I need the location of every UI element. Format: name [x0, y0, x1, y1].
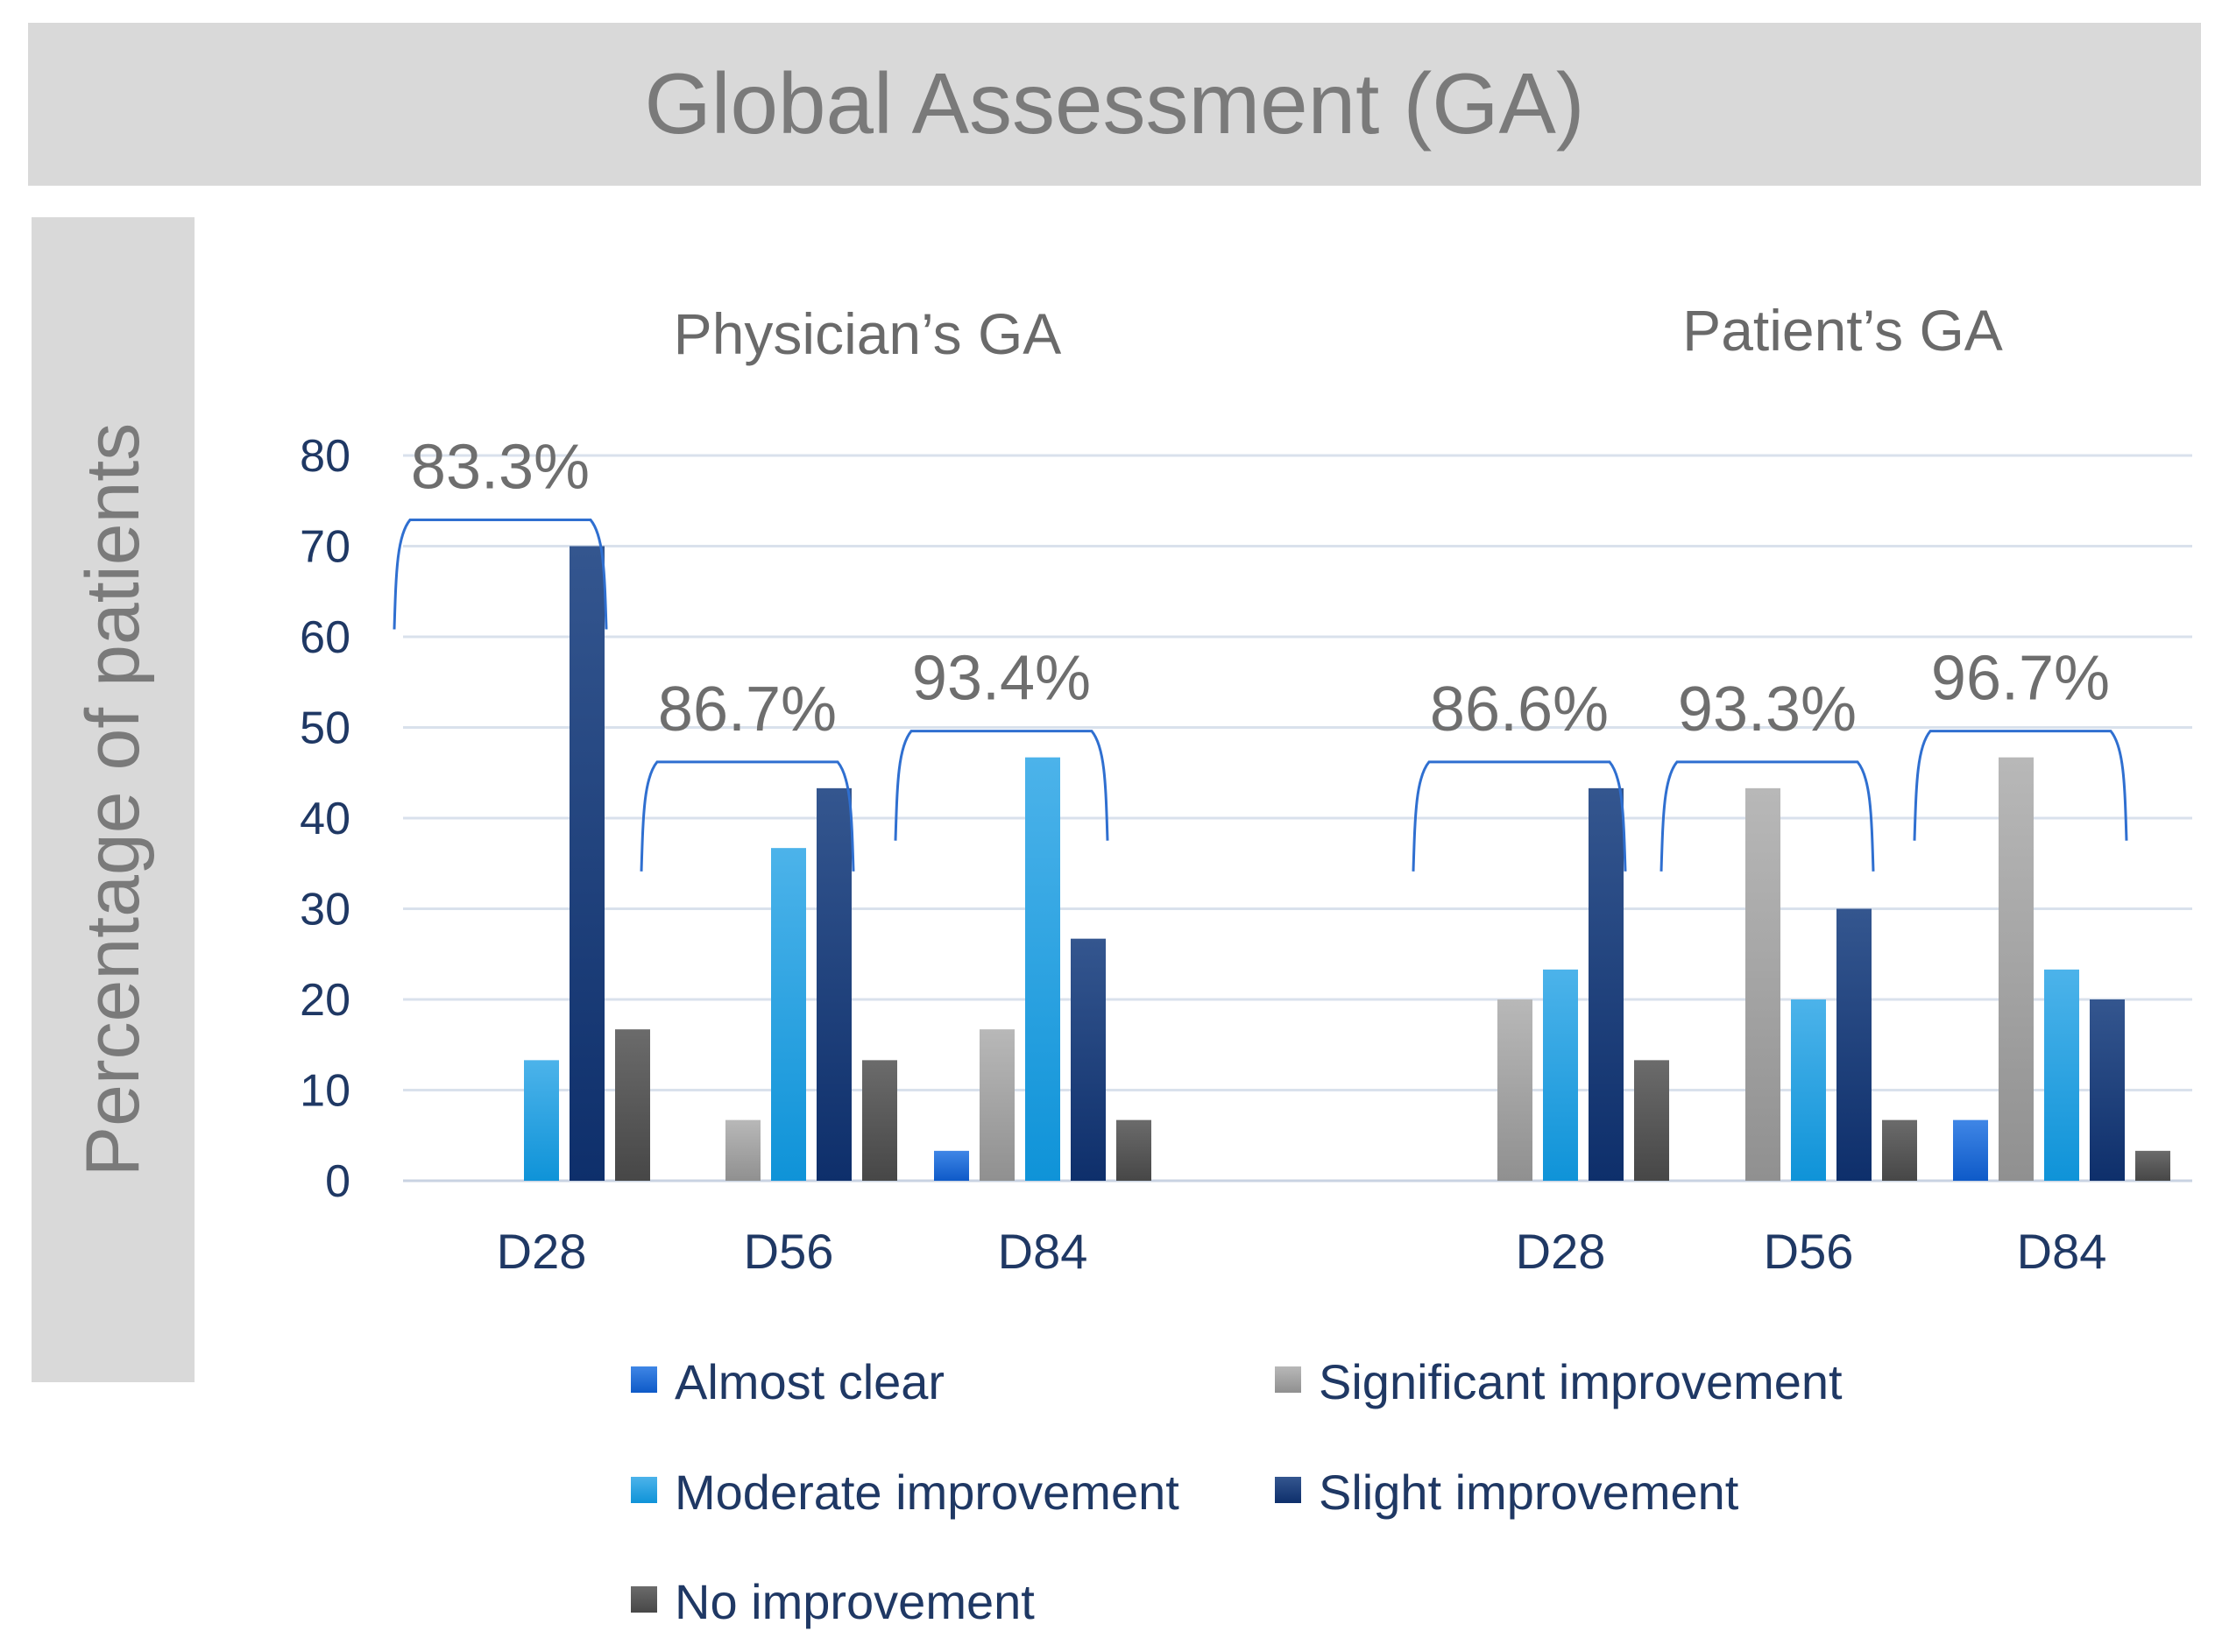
bracket-physician-d28	[393, 519, 608, 630]
bar-patient-d56-slight	[1836, 908, 1872, 1181]
bar-patient-d84-slight	[2090, 999, 2125, 1181]
bracket-patient-d28	[1412, 760, 1627, 872]
y-tick-label: 40	[300, 794, 350, 844]
bracket-physician-d84	[894, 730, 1109, 841]
bar-physician-d84-significant	[980, 1029, 1015, 1181]
panel-title-physician: Physician’s GA	[674, 301, 1062, 366]
legend-item-moderate: Moderate improvement	[631, 1465, 1179, 1520]
bar-patient-d28-slight	[1589, 787, 1624, 1181]
bracket-patient-d56	[1659, 760, 1875, 872]
x-category-label: D56	[1764, 1224, 1854, 1279]
percent-label: 96.7%	[1931, 644, 2110, 714]
brackets: 83.3% 86.7% 93.4% 86.6% 93.3% 96.7%	[393, 433, 2128, 872]
legend-item-slight: Slight improvement	[1275, 1465, 1739, 1520]
legend-item-almost-clear: Almost clear	[631, 1354, 945, 1409]
x-category-label: D84	[998, 1224, 1088, 1279]
legend-item-none: No improvement	[631, 1574, 1035, 1629]
x-category-label: D28	[1516, 1224, 1606, 1279]
gridlines	[403, 454, 2192, 1183]
legend-item-significant: Significant improvement	[1275, 1354, 1843, 1409]
bar-patient-d28-significant	[1497, 999, 1532, 1181]
chart-title: Global Assessment (GA)	[645, 55, 1585, 152]
bar-patient-d56-significant	[1745, 787, 1780, 1181]
legend-label-significant: Significant improvement	[1319, 1354, 1843, 1409]
bar-patient-d84-significant	[1999, 757, 2034, 1181]
percent-label: 86.7%	[658, 674, 837, 745]
panel-title-patient: Patient’s GA	[1682, 298, 2003, 363]
percent-label: 93.3%	[1678, 674, 1857, 745]
legend-swatch-slight	[1275, 1477, 1301, 1503]
bar-physician-d84-almost_clear	[934, 1150, 969, 1181]
y-tick-label: 70	[300, 522, 350, 573]
bar-physician-d84-moderate	[1025, 757, 1060, 1181]
bar-physician-d56-moderate	[771, 848, 806, 1181]
category-labels: D28 D56 D84 D28 D56 D84	[497, 1224, 2107, 1279]
title-banner	[28, 23, 2201, 186]
y-tick-label: 0	[325, 1156, 350, 1207]
bar-patient-d84-almost_clear	[1953, 1119, 1988, 1181]
legend-label-almost-clear: Almost clear	[675, 1354, 945, 1409]
x-category-label: D84	[2017, 1224, 2107, 1279]
y-tick-label: 50	[300, 703, 350, 754]
bar-physician-d56-slight	[817, 787, 852, 1181]
y-tick-label: 20	[300, 975, 350, 1026]
percent-label: 83.3%	[411, 433, 590, 503]
bar-physician-d84-none	[1116, 1119, 1151, 1181]
y-tick-label: 80	[300, 431, 350, 482]
legend-label-none: No improvement	[675, 1574, 1035, 1629]
y-tick-label: 10	[300, 1066, 350, 1117]
bar-patient-d84-moderate	[2044, 969, 2079, 1181]
bar-physician-d28-none	[615, 1029, 650, 1181]
legend-label-moderate: Moderate improvement	[675, 1465, 1179, 1520]
bar-physician-d56-none	[862, 1060, 897, 1181]
y-tick-label: 30	[300, 885, 350, 935]
bar-patient-d28-moderate	[1543, 969, 1578, 1181]
ylabel-banner	[32, 217, 195, 1382]
bar-physician-d56-significant	[725, 1119, 761, 1181]
x-category-label: D56	[744, 1224, 834, 1279]
legend-swatch-moderate	[631, 1477, 657, 1503]
bar-physician-d28-slight	[570, 546, 605, 1181]
bar-patient-d56-none	[1882, 1119, 1917, 1181]
legend-swatch-almost-clear	[631, 1366, 657, 1393]
bar-physician-d84-slight	[1071, 938, 1106, 1181]
legend-swatch-none	[631, 1586, 657, 1613]
bar-patient-d28-none	[1634, 1060, 1669, 1181]
legend-swatch-significant	[1275, 1366, 1301, 1393]
bracket-physician-d56	[640, 760, 855, 872]
bars	[524, 546, 2170, 1181]
y-axis-label: Percentage of patients	[71, 423, 155, 1177]
x-category-label: D28	[497, 1224, 587, 1279]
legend-label-slight: Slight improvement	[1319, 1465, 1739, 1520]
y-axis-ticks: 0 10 20 30 40 50 60 70 80	[300, 431, 350, 1207]
bracket-patient-d84	[1913, 730, 2128, 841]
percent-label: 93.4%	[912, 644, 1091, 714]
bar-physician-d28-moderate	[524, 1060, 559, 1181]
legend: Almost clear Significant improvement Mod…	[631, 1354, 1843, 1629]
bar-patient-d56-moderate	[1791, 999, 1826, 1181]
percent-label: 86.6%	[1430, 674, 1609, 745]
y-tick-label: 60	[300, 612, 350, 663]
bar-patient-d84-none	[2135, 1150, 2170, 1181]
